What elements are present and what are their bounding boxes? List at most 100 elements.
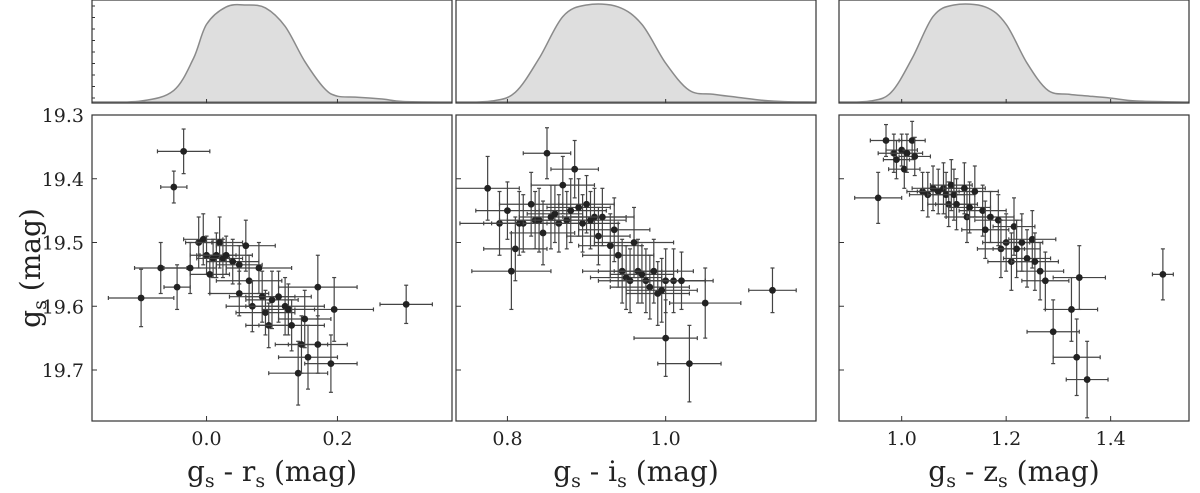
data-point [613, 238, 694, 304]
data-marker [1010, 223, 1018, 230]
y-tick-label: 19.6 [42, 296, 84, 318]
data-marker [598, 213, 606, 221]
data-point [942, 162, 986, 215]
data-point [669, 267, 742, 339]
data-point [625, 261, 691, 326]
data-marker [186, 264, 194, 272]
x-tick-label: 1.0 [651, 428, 681, 450]
data-marker [947, 181, 955, 189]
data-marker [235, 261, 243, 269]
panel-gi: 0.8 1.0 gs - is (mag) [455, 0, 817, 492]
data-marker [262, 309, 269, 317]
data-point [156, 128, 211, 175]
data-marker [701, 299, 709, 307]
data-point [546, 178, 611, 237]
data-point [471, 232, 552, 311]
y-tick-label: 19.4 [42, 169, 84, 191]
scatter-panel-gz: 1.0 1.2 1.4 [838, 114, 1190, 450]
data-marker [504, 207, 511, 215]
data-marker [229, 258, 237, 266]
data-marker [157, 264, 165, 272]
data-point [510, 200, 576, 266]
data-point [966, 190, 1015, 244]
data-point [163, 241, 217, 295]
data-marker [934, 188, 942, 195]
data-point [578, 197, 651, 263]
data-point [550, 139, 600, 199]
data-point [1065, 340, 1109, 419]
data-point [215, 245, 263, 285]
data-marker [966, 204, 973, 211]
density-curve [91, 3, 453, 103]
data-marker [1028, 235, 1036, 243]
data-marker [908, 137, 916, 144]
data-point [475, 181, 540, 240]
data-marker [304, 353, 312, 361]
data-marker [314, 341, 322, 348]
data-point [854, 171, 903, 224]
data-marker [539, 229, 547, 237]
data-marker [559, 181, 567, 189]
data-marker [630, 239, 638, 246]
data-point [593, 206, 675, 279]
data-point [258, 299, 325, 352]
data-marker [575, 204, 583, 211]
data-marker [960, 184, 968, 192]
data-marker [583, 200, 590, 208]
data-marker [527, 200, 535, 208]
data-marker [1083, 376, 1091, 383]
data-point [1151, 248, 1174, 301]
data-marker [903, 149, 911, 157]
data-marker [216, 239, 224, 246]
data-marker [484, 184, 492, 192]
x-tick-label: 0.8 [492, 428, 522, 450]
plot-frame [455, 114, 817, 422]
data-marker [994, 216, 1002, 224]
x-axis-label-gi: gs - is (mag) [553, 455, 719, 492]
data-marker [567, 207, 575, 215]
y-tick-label: 19.5 [42, 233, 84, 255]
data-point [649, 251, 714, 311]
data-point [992, 219, 1041, 279]
data-marker [551, 210, 559, 218]
data-point [609, 254, 691, 320]
data-marker [288, 321, 296, 329]
data-marker [242, 242, 250, 250]
data-point [1008, 210, 1057, 269]
data-marker [638, 270, 646, 278]
data-point [277, 324, 339, 390]
data-point [625, 257, 698, 323]
data-marker [571, 165, 579, 173]
data-marker [222, 251, 230, 259]
data-marker [981, 226, 989, 234]
data-marker [662, 334, 670, 342]
data-marker [275, 293, 282, 301]
data-point [1010, 232, 1060, 291]
data-marker [579, 219, 586, 227]
data-marker [1068, 306, 1075, 313]
data-marker [911, 153, 919, 160]
data-marker [646, 283, 654, 291]
data-point [225, 241, 293, 295]
data-marker [235, 290, 243, 297]
data-marker [614, 251, 622, 259]
data-marker [606, 242, 614, 250]
scatter-panel-gi: 0.8 1.0 [455, 114, 817, 450]
data-point [657, 324, 722, 403]
data-point [929, 159, 973, 212]
data-marker [180, 147, 188, 155]
data-point [992, 197, 1036, 256]
data-point [199, 235, 253, 275]
data-marker [1075, 274, 1083, 281]
x-tick-label: 1.2 [991, 428, 1021, 450]
data-marker [898, 146, 906, 154]
density-panel-gi [455, 0, 817, 104]
x-tick-label: 1.0 [887, 428, 917, 450]
data-point [932, 168, 976, 221]
data-point [196, 216, 244, 269]
data-marker [893, 156, 900, 164]
data-point [304, 334, 358, 393]
data-point [160, 170, 188, 204]
data-point [455, 155, 520, 221]
